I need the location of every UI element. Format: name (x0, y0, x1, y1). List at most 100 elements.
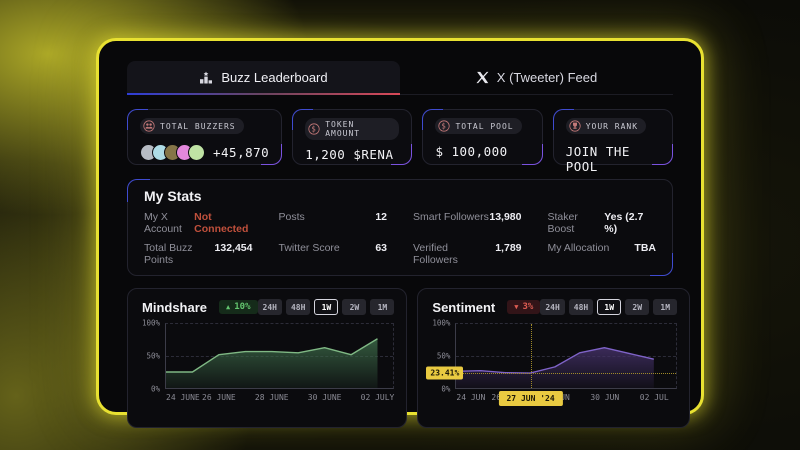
svg-text:$: $ (311, 125, 317, 134)
x-tick-label: 24 JUNE (166, 393, 200, 402)
my-stats-title: My Stats (144, 188, 202, 204)
your-rank-pill: YOUR RANK (565, 118, 647, 134)
sentiment-title: Sentiment (432, 299, 496, 315)
total-buzzers-pill: TOTAL BUZZERS (140, 118, 244, 134)
y-tick-label: 0% (441, 384, 451, 394)
token-amount-card: $ TOKEN AMOUNT 1,200 $RENA (292, 109, 413, 165)
gridline-50 (456, 356, 677, 357)
sentiment-chart-header: Sentiment ▼ 3% 24H 48H 1W 2W 1M (428, 299, 678, 315)
stat-label: Verified Followers (413, 242, 458, 266)
charts-row: Mindshare ▲ 10% 24H 48H 1W 2W 1M 100% 50% 0% 2… (127, 288, 691, 428)
stat-value: 13,980 (489, 211, 522, 223)
crosshair-value-chip: 23.41% (426, 366, 464, 380)
your-rank-value: JOIN THE POOL (565, 144, 630, 174)
dashboard-panel: Buzz Leaderboard X (Tweeter) Feed (96, 38, 704, 428)
mindshare-change-badge: ▲ 10% (219, 300, 258, 314)
total-pool-value: $ 100,000 (435, 144, 508, 159)
sentiment-range-selector: 24H 48H 1W 2W 1M (540, 299, 678, 315)
sentiment-chart-panel: Sentiment ▼ 3% 24H 48H 1W 2W 1M 100% 50% 0% 24… (417, 288, 691, 428)
token-amount-label: TOKEN AMOUNT (325, 120, 361, 138)
sentiment-y-axis: 100% 50% 0% (428, 319, 455, 394)
stat-label: My Allocation (547, 242, 610, 254)
range-2w-button[interactable]: 2W (342, 299, 367, 315)
x-tick-label: 30 JUN (590, 393, 620, 402)
range-1w-button[interactable]: 1W (597, 299, 622, 315)
stat-cell: My X Account Not Connected (144, 211, 253, 235)
range-24h-button[interactable]: 24H (540, 299, 565, 315)
tab-buzz-leaderboard[interactable]: Buzz Leaderboard (127, 61, 400, 95)
up-arrow-icon: ▲ (226, 303, 231, 311)
x-tick-label: 26 JUNE (202, 393, 236, 402)
stat-value: Not Connected (194, 211, 249, 235)
y-tick-label: 50% (436, 351, 451, 361)
stat-value: 1,789 (495, 242, 522, 254)
range-1w-button[interactable]: 1W (314, 299, 339, 315)
stat-label: Total Buzz Points (144, 242, 193, 266)
mindshare-plot-wrap: 100% 50% 0% 24 JUNE 26 JUNE 28 JUNE 30 JUNE 02… (138, 319, 395, 402)
stat-value: 132,454 (214, 242, 253, 254)
mindshare-x-axis: 24 JUNE 26 JUNE 28 JUNE 30 JUNE 02 JULY (166, 388, 395, 406)
range-48h-button[interactable]: 48H (568, 299, 594, 315)
your-rank-label: YOUR RANK (585, 121, 639, 131)
crosshair-vertical-line (530, 324, 532, 388)
stat-label: Posts (278, 211, 305, 223)
total-pool-card: $ TOTAL POOL $ 100,000 (422, 109, 543, 165)
crosshair-date-chip: 27 JUN '24 (498, 391, 563, 406)
down-arrow-icon: ▼ (514, 303, 519, 311)
dollar-icon: $ (438, 120, 451, 132)
range-1m-button[interactable]: 1M (653, 299, 678, 315)
tab-x-feed-label: X (Tweeter) Feed (496, 70, 598, 85)
stat-value: 12 (375, 211, 387, 223)
y-tick-label: 100% (432, 318, 451, 328)
range-1m-button[interactable]: 1M (370, 299, 395, 315)
mindshare-y-axis: 100% 50% 0% (138, 319, 165, 394)
sentiment-change-badge: ▼ 3% (507, 300, 541, 314)
buzzer-avatar (188, 144, 205, 161)
stat-cell: Smart Followers 13,980 (413, 211, 522, 235)
range-24h-button[interactable]: 24H (257, 299, 282, 315)
y-tick-label: 50% (146, 351, 160, 361)
mindshare-change-value: 10% (234, 302, 251, 312)
stat-cell: My Allocation TBA (548, 242, 657, 266)
tab-x-feed[interactable]: X (Tweeter) Feed (400, 61, 673, 94)
my-stats-grid: My X Account Not Connected Posts 12 Smart Fo… (144, 211, 656, 266)
token-amount-pill: $ TOKEN AMOUNT (305, 118, 400, 140)
y-tick-label: 100% (141, 318, 160, 328)
mindshare-chart-header: Mindshare ▲ 10% 24H 48H 1W 2W 1M (138, 299, 395, 315)
stat-label: Staker Boost (547, 211, 578, 235)
stat-value: Yes (2.7 %) (604, 211, 644, 235)
total-pool-label: TOTAL POOL (455, 121, 514, 131)
total-buzzers-value: +45,870 (213, 145, 270, 160)
mindshare-area-chart (166, 324, 393, 388)
y-tick-label: 0% (150, 384, 160, 394)
tab-bar: Buzz Leaderboard X (Tweeter) Feed (127, 61, 673, 95)
range-2w-button[interactable]: 2W (625, 299, 650, 315)
stat-value: TBA (634, 242, 656, 254)
stat-label: Twitter Score (278, 242, 340, 254)
users-icon (143, 120, 155, 132)
x-tick-label: 30 JUNE (307, 393, 342, 402)
leaderboard-podium-icon (199, 71, 213, 85)
total-pool-pill: $ TOTAL POOL (435, 118, 522, 134)
sentiment-area-chart (456, 324, 676, 388)
stat-label: Smart Followers (413, 211, 489, 223)
stat-cell: Total Buzz Points 132,454 (144, 242, 253, 266)
svg-text:$: $ (442, 122, 448, 131)
x-tick-label: 02 JULY (360, 393, 395, 402)
total-buzzers-card: TOTAL BUZZERS +45,870 (127, 109, 283, 165)
token-icon: $ (308, 123, 320, 135)
mindshare-range-selector: 24H 48H 1W 2W 1M (257, 299, 395, 315)
stat-cards-row: TOTAL BUZZERS +45,870 $ TOKEN AMOUNT 1,2… (127, 109, 674, 174)
x-logo-icon (476, 71, 489, 84)
stat-cell: Twitter Score 63 (279, 242, 388, 266)
token-amount-value: 1,200 $RENA (305, 147, 394, 162)
stat-cell: Posts 12 (279, 211, 388, 235)
your-rank-card[interactable]: YOUR RANK JOIN THE POOL (552, 109, 674, 174)
range-48h-button[interactable]: 48H (285, 299, 311, 315)
stat-label: My X Account (144, 211, 182, 235)
x-tick-label: 28 JUNE (254, 393, 289, 402)
tab-buzz-leaderboard-label: Buzz Leaderboard (221, 70, 328, 85)
